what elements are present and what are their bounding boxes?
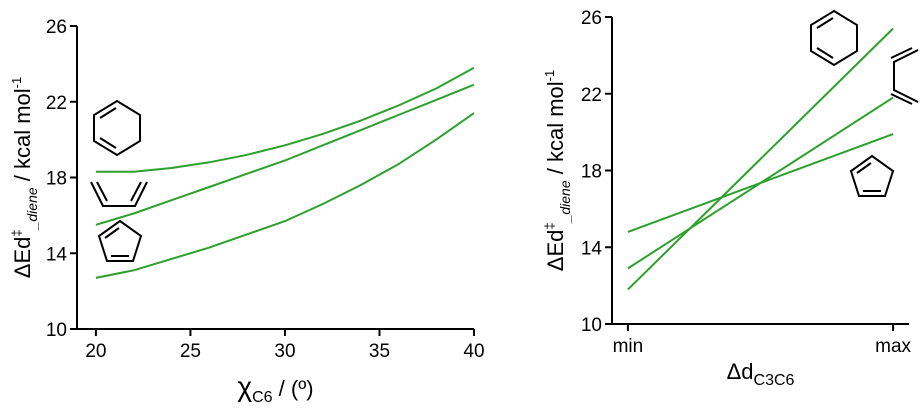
x-tick-label: max <box>875 336 911 357</box>
y-tick-label: 26 <box>46 17 67 38</box>
y-tick-label: 10 <box>581 315 602 336</box>
y-tick-label: 14 <box>46 244 68 265</box>
molecule-icons <box>90 9 919 262</box>
x-axis-label: χC6 / (º) <box>237 371 313 406</box>
y-tick-label: 14 <box>581 238 603 259</box>
cyclohexadiene-icon <box>810 9 858 67</box>
y-tick-label: 10 <box>46 320 67 341</box>
y-tick-label: 22 <box>581 85 602 106</box>
right-chart-panel: 10 14 18 22 26 min max ΔEd‡_diene / kcal mol-1 Δ… <box>542 8 912 389</box>
series-line-cyclopentadiene <box>95 112 475 279</box>
axes-frame <box>611 17 909 325</box>
y-tick-label: 26 <box>581 8 602 29</box>
x-tick-label: 25 <box>180 341 201 362</box>
series-line-cyclohexadiene <box>627 27 894 291</box>
left-chart-panel: 10 14 18 22 26 20 25 30 35 40 ΔEd‡_diene / kcal mo… <box>9 17 485 406</box>
y-axis-label: ΔEd‡_diene / kcal mol-1 <box>542 70 573 271</box>
y-axis-label: ΔEd‡_diene / kcal mol-1 <box>9 77 40 278</box>
x-tick-label: 40 <box>463 341 484 362</box>
x-axis-label: ΔdC3C6 <box>727 359 795 389</box>
butadiene-icon <box>890 47 919 105</box>
y-tick-label: 18 <box>46 169 67 190</box>
series-line-cyclohexadiene <box>95 66 475 173</box>
y-tick-label: 18 <box>581 162 602 183</box>
x-tick-label: 35 <box>369 341 390 362</box>
cyclopentadiene-icon <box>849 154 895 197</box>
cyclopentadiene-icon <box>97 219 143 262</box>
series-line-cyclopentadiene <box>627 133 894 233</box>
series-line-butadiene <box>95 83 475 226</box>
x-tick-label: min <box>613 336 644 357</box>
y-tick-label: 22 <box>46 93 67 114</box>
axes-frame <box>76 26 474 330</box>
butadiene-icon <box>90 181 148 207</box>
x-tick-label: 30 <box>274 341 295 362</box>
x-tick-label: 20 <box>85 341 106 362</box>
cyclohexadiene-icon <box>93 99 141 157</box>
